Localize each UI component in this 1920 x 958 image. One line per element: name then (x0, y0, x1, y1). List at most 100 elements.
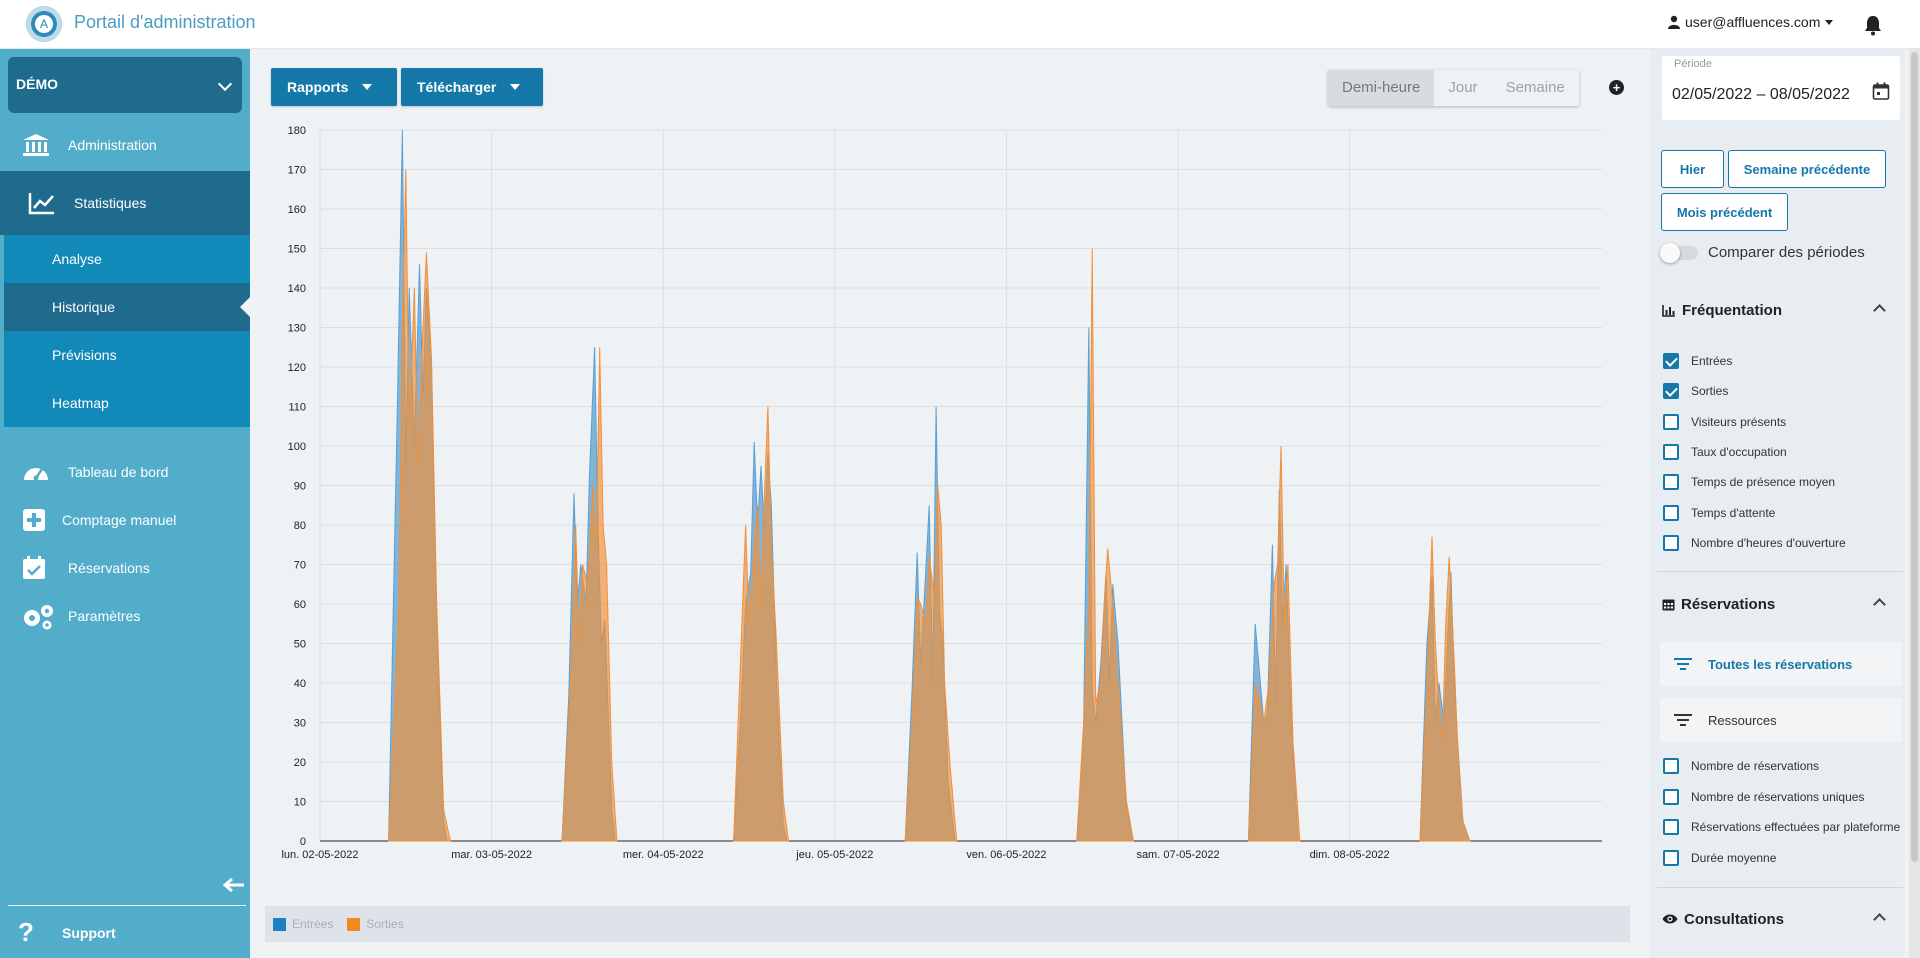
checkbox[interactable] (1663, 474, 1679, 491)
semaine-precedente-button[interactable]: Semaine précédente (1728, 150, 1886, 188)
frequentation-section-header[interactable]: Fréquentation (1662, 298, 1900, 322)
period-picker[interactable]: Période 02/05/2022 – 08/05/2022 (1662, 56, 1900, 120)
y-tick-label: 130 (288, 323, 306, 335)
divider (1657, 887, 1903, 888)
scrollbar-thumb[interactable] (1911, 52, 1918, 862)
checkbox-row[interactable]: Sorties (1663, 382, 1728, 400)
checkbox-row[interactable]: Nombre de réservations (1663, 757, 1819, 775)
checkbox[interactable] (1663, 788, 1679, 805)
x-tick-label: lun. 02-05-2022 (281, 849, 358, 861)
consultations-section-header[interactable]: Consultations (1662, 907, 1900, 931)
support-label: Support (62, 924, 116, 941)
dashboard-gauge-icon (24, 468, 48, 481)
compare-periods-toggle[interactable] (1660, 242, 1698, 263)
y-tick-label: 170 (288, 165, 306, 177)
y-tick-label: 120 (288, 362, 306, 374)
sidebar-item-label: Tableau de bord (68, 464, 169, 480)
chevron-up-icon (1873, 304, 1886, 317)
y-tick-label: 0 (300, 836, 306, 848)
checkbox-row[interactable]: Temps d'attente (1663, 504, 1775, 522)
submenu-item-analyse[interactable]: Analyse (52, 251, 102, 267)
granularity-semaine[interactable]: Semaine (1505, 79, 1565, 96)
filter-toutes-les-reservations[interactable]: Toutes les réservations (1660, 642, 1902, 686)
hier-button[interactable]: Hier (1661, 150, 1724, 188)
y-tick-label: 150 (288, 244, 306, 256)
sidebar-item-parametres[interactable]: Paramètres (0, 592, 250, 640)
y-tick-label: 20 (294, 757, 306, 769)
sidebar-item-statistiques[interactable]: Statistiques (0, 171, 250, 235)
checkbox[interactable] (1663, 413, 1679, 430)
calendar-icon[interactable] (1872, 82, 1890, 100)
legend-item-entrees[interactable]: Entrées (273, 917, 333, 931)
bell-icon[interactable] (1863, 14, 1883, 36)
reservations-section-header[interactable]: Réservations (1662, 592, 1900, 616)
legend-label: Sorties (366, 917, 404, 931)
checkbox-row[interactable]: Visiteurs présents (1663, 413, 1786, 431)
collapse-sidebar-arrow-icon[interactable] (222, 877, 246, 893)
sidebar-item-tableau-de-bord[interactable]: Tableau de bord (0, 448, 250, 496)
checkbox-row[interactable]: Durée moyenne (1663, 849, 1776, 867)
x-tick-label: mar. 03-05-2022 (451, 849, 532, 861)
eye-icon (1662, 914, 1678, 924)
chart-line-icon (28, 193, 54, 215)
checkbox[interactable] (1663, 383, 1679, 400)
filter-label: Toutes les réservations (1708, 656, 1853, 672)
user-email: user@affluences.com (1685, 14, 1821, 30)
submenu-item-historique[interactable]: Historique (4, 283, 250, 331)
sidebar-item-label: Réservations (68, 560, 150, 576)
checkbox[interactable] (1663, 534, 1679, 551)
submenu-item-heatmap[interactable]: Heatmap (52, 395, 109, 411)
user-menu[interactable]: user@affluences.com (1668, 14, 1834, 30)
support-link[interactable]: ? Support (18, 917, 116, 948)
filter-ressources[interactable]: Ressources (1660, 698, 1902, 742)
y-tick-label: 180 (288, 125, 306, 137)
checkbox-label: Réservations effectuées par plateforme (1691, 820, 1901, 835)
gears-icon (24, 605, 53, 630)
y-tick-label: 160 (288, 204, 306, 216)
site-selector[interactable]: DÉMO (8, 57, 242, 113)
granularity-demi-heure[interactable]: Demi-heure (1328, 70, 1435, 106)
checkbox[interactable] (1663, 504, 1679, 521)
compare-periods-label: Comparer des périodes (1708, 244, 1865, 261)
mois-precedent-button[interactable]: Mois précédent (1661, 193, 1788, 231)
user-icon (1668, 15, 1680, 29)
checkbox[interactable] (1663, 353, 1679, 369)
bar-chart-icon (1662, 304, 1675, 317)
y-tick-label: 50 (294, 639, 306, 651)
checkbox-row[interactable]: Taux d'occupation (1663, 443, 1787, 461)
checkbox-row[interactable]: Réservations effectuées par plateforme (1663, 818, 1900, 836)
add-circle-icon[interactable]: + (1609, 80, 1624, 95)
sidebar-item-comptage-manuel[interactable]: Comptage manuel (0, 496, 250, 544)
checkbox[interactable] (1663, 443, 1679, 460)
filter-icon (1674, 714, 1692, 726)
sidebar: DÉMO Administration Statistiques Analyse… (0, 49, 250, 958)
y-tick-label: 140 (288, 283, 306, 295)
legend-swatch (347, 917, 361, 931)
checkbox[interactable] (1663, 758, 1679, 774)
rapports-dropdown-button[interactable]: Rapports (271, 68, 397, 106)
sidebar-item-label: Paramètres (68, 608, 141, 624)
question-mark-icon: ? (18, 917, 34, 947)
submenu-item-previsions[interactable]: Prévisions (52, 347, 117, 363)
y-tick-label: 80 (294, 520, 306, 532)
legend-item-sorties[interactable]: Sorties (347, 917, 404, 931)
granularity-jour[interactable]: Jour (1448, 79, 1478, 96)
chevron-up-icon (1873, 913, 1886, 926)
affluences-logo-icon[interactable]: A (26, 6, 62, 42)
checkbox-row[interactable]: Temps de présence moyen (1663, 473, 1835, 491)
telecharger-dropdown-button[interactable]: Télécharger (401, 68, 543, 106)
y-tick-label: 90 (294, 481, 306, 493)
sidebar-item-administration[interactable]: Administration (0, 121, 250, 169)
checkbox[interactable] (1663, 819, 1679, 836)
top-bar: A Portail d'administration user@affluenc… (0, 0, 1920, 49)
checkbox[interactable] (1663, 849, 1679, 866)
checkbox-row[interactable]: Nombre de réservations uniques (1663, 788, 1864, 806)
x-tick-label: mer. 04-05-2022 (623, 849, 704, 861)
checkbox-row[interactable]: Entrées (1663, 352, 1732, 370)
checkbox-row[interactable]: Nombre d'heures d'ouverture (1663, 534, 1846, 552)
y-tick-label: 10 (294, 797, 306, 809)
y-tick-label: 60 (294, 599, 306, 611)
site-name: DÉMO (16, 76, 58, 92)
sidebar-item-reservations[interactable]: Réservations (0, 544, 250, 592)
x-tick-label: dim. 08-05-2022 (1310, 849, 1390, 861)
